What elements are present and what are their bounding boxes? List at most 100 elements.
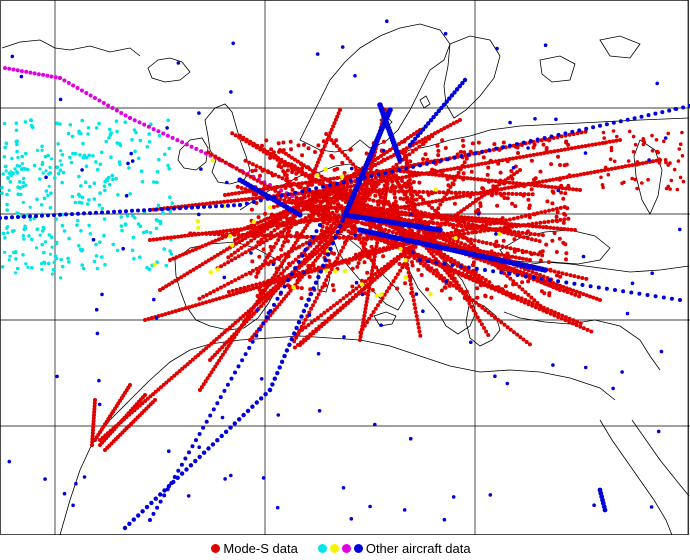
mode-s-track-point — [563, 315, 568, 320]
mode-s-track-point — [336, 260, 341, 265]
other-track-point — [334, 181, 339, 186]
mode-s-track-point — [221, 295, 226, 300]
other-track-point — [168, 195, 172, 199]
mode-s-track-point — [558, 226, 563, 231]
mode-s-track-point — [182, 364, 187, 369]
mode-s-track-point — [534, 224, 539, 229]
other-track-point — [80, 118, 84, 123]
other-track-point — [6, 176, 10, 180]
mode-s-track-point — [318, 153, 323, 158]
mode-s-track-point — [215, 200, 220, 205]
mode-s-track-point — [473, 191, 478, 196]
other-track-point — [71, 83, 76, 88]
mode-s-track-point — [296, 254, 301, 259]
mode-s-track-point — [218, 251, 223, 255]
mode-s-track-point — [539, 280, 544, 285]
mode-s-track-point — [519, 296, 524, 301]
mode-s-track-point — [261, 301, 266, 306]
mode-s-track-point — [506, 191, 511, 196]
mode-s-track-point — [633, 177, 638, 182]
mode-s-track-point — [466, 270, 471, 275]
mode-s-track-point — [412, 189, 417, 194]
mode-s-track-point — [459, 224, 464, 229]
mode-s-track-point — [466, 215, 471, 220]
mode-s-track-point — [322, 188, 327, 193]
other-track-point — [667, 108, 672, 113]
mode-s-track-point — [291, 181, 296, 186]
mode-s-track-point — [203, 260, 208, 265]
mode-s-track-point — [370, 164, 375, 169]
mode-s-track-point — [92, 413, 96, 417]
mode-s-track-point — [598, 298, 602, 302]
mode-s-track-point — [204, 293, 209, 297]
mode-s-track-point — [401, 263, 406, 267]
mode-s-track-point — [408, 282, 413, 287]
mode-s-track-point — [468, 176, 473, 181]
mode-s-track-point — [448, 123, 453, 127]
mode-s-track-point — [492, 227, 497, 232]
mode-s-track-point — [188, 359, 193, 364]
mode-s-track-point — [393, 227, 398, 231]
mode-s-track-point — [254, 244, 259, 249]
mode-s-track-point — [223, 193, 227, 197]
mode-s-track-point — [486, 310, 491, 315]
mode-s-track-point — [538, 258, 543, 263]
mode-s-track-point — [352, 174, 357, 179]
mode-s-track-point — [430, 134, 435, 139]
other-track-point — [496, 231, 502, 237]
other-track-point — [148, 207, 152, 212]
mode-s-track-point — [91, 428, 95, 432]
mode-s-track-point — [250, 335, 255, 340]
mode-s-track-point — [552, 310, 557, 315]
mode-s-track-point — [644, 160, 649, 165]
other-track-point — [335, 229, 340, 235]
other-track-point — [55, 165, 60, 169]
other-track-point — [681, 105, 686, 110]
other-track-point — [16, 192, 21, 196]
mode-s-track-point — [226, 343, 231, 348]
other-track-point — [23, 167, 27, 171]
mode-s-track-point — [417, 139, 422, 144]
mode-s-track-point — [554, 273, 559, 278]
other-track-point — [148, 230, 153, 235]
other-track-point — [102, 233, 106, 238]
mode-s-track-point — [381, 139, 386, 144]
mode-s-track-point — [264, 238, 269, 243]
mode-s-track-point — [299, 324, 304, 329]
other-track-point — [8, 180, 13, 184]
mode-s-track-point — [415, 235, 420, 239]
mode-s-track-point — [378, 272, 383, 277]
other-track-point — [25, 167, 30, 172]
mode-s-track-point — [385, 175, 390, 180]
mode-s-track-point — [382, 247, 387, 252]
other-track-point — [333, 235, 338, 240]
mode-s-track-point — [558, 287, 563, 292]
mode-s-track-point — [455, 166, 460, 170]
mode-s-track-point — [278, 230, 283, 235]
mode-s-track-point — [445, 265, 450, 270]
other-track-point — [86, 126, 91, 130]
mode-s-track-point — [222, 349, 227, 354]
mode-s-track-point — [90, 434, 95, 438]
mode-s-track-point — [210, 355, 215, 360]
mode-s-track-point — [251, 311, 256, 316]
other-track-point — [15, 68, 20, 73]
mode-s-track-point — [343, 153, 347, 158]
mode-s-track-point — [322, 310, 327, 315]
mode-s-track-point — [641, 138, 646, 143]
mode-s-track-point — [368, 222, 373, 227]
mode-s-track-point — [455, 152, 460, 157]
mode-s-track-point — [226, 255, 231, 260]
mode-s-track-point — [286, 161, 291, 166]
other-track-point — [556, 132, 561, 137]
mode-s-track-point — [562, 163, 567, 168]
mode-s-track-point — [276, 164, 281, 169]
mode-s-track-point — [372, 277, 377, 282]
other-track-point — [660, 110, 665, 115]
mode-s-track-point — [451, 121, 456, 126]
mode-s-track-point — [416, 325, 421, 330]
other-track-point — [94, 160, 98, 164]
mode-s-track-point — [443, 222, 448, 227]
other-track-point — [196, 225, 201, 230]
mode-s-track-point — [297, 185, 302, 190]
